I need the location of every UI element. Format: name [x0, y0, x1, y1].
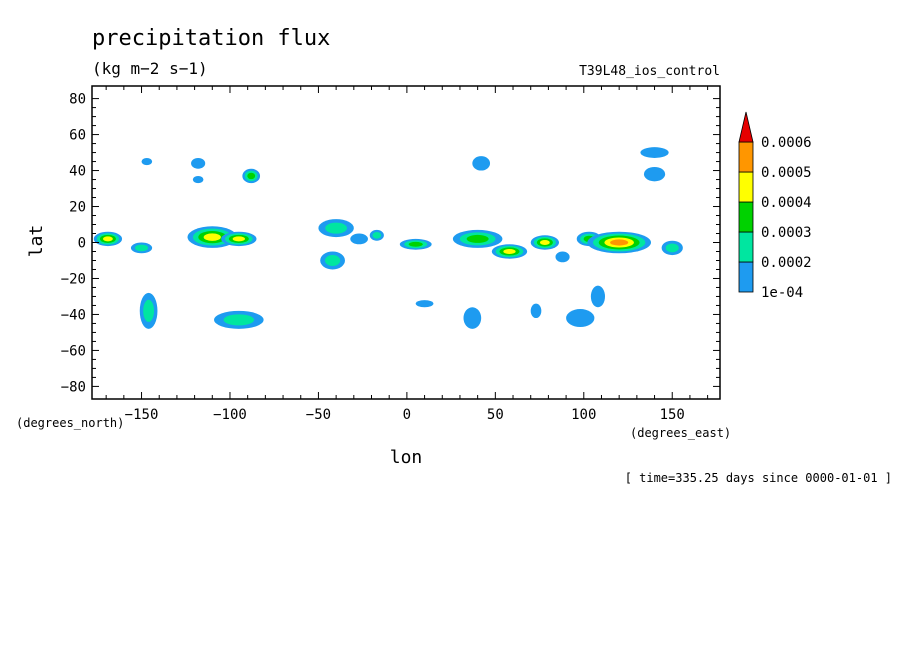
- contour-level-2: [135, 244, 149, 252]
- contour-level-1: [191, 157, 206, 169]
- contour-level-1: [472, 156, 491, 171]
- contour-level-2: [143, 299, 155, 322]
- precip-feature: [191, 157, 206, 169]
- precip-feature: [640, 147, 669, 158]
- y-tick-label: 80: [69, 92, 86, 108]
- colorbar-label: 0.0006: [761, 135, 812, 151]
- precip-feature: [661, 240, 683, 256]
- precip-feature: [318, 219, 354, 238]
- contour-level-3: [408, 241, 423, 247]
- precip-feature: [587, 231, 652, 254]
- y-tick-label: 40: [69, 164, 86, 180]
- colorbar-swatch: [738, 261, 754, 293]
- contour-level-1: [350, 233, 368, 245]
- x-tick-label: 100: [571, 407, 596, 423]
- y-tick-label: 60: [69, 128, 86, 144]
- contour-level-4: [503, 248, 516, 254]
- precip-feature: [214, 310, 264, 329]
- precip-feature: [93, 231, 123, 247]
- x-tick-label: 50: [487, 407, 504, 423]
- contour-level-2: [324, 254, 341, 267]
- colorbar-label: 0.0002: [761, 255, 812, 271]
- precip-feature: [463, 307, 482, 329]
- contour-level-1: [530, 303, 542, 319]
- y-tick-label: −40: [61, 307, 86, 323]
- contour-layer: [93, 147, 683, 329]
- x-tick-labels: −150 −100 −50 0 50 100 150: [125, 407, 685, 423]
- precip-feature: [643, 166, 666, 182]
- y-tick-label: −80: [61, 379, 86, 395]
- colorbar-label: 0.0003: [761, 225, 812, 241]
- contour-level-4: [539, 239, 550, 246]
- contour-level-1: [141, 157, 153, 166]
- precip-feature: [491, 244, 528, 259]
- contour-level-1: [555, 251, 570, 263]
- y-tick-label: −60: [61, 343, 86, 359]
- colorbar-swatch: [738, 201, 754, 233]
- precip-feature: [369, 229, 384, 241]
- contour-level-1: [640, 147, 669, 158]
- y-tick-labels: 80 60 40 20 0 −20 −40 −60 −80: [61, 92, 86, 396]
- colorbar-label: 0.0005: [761, 165, 812, 181]
- precip-feature: [139, 292, 158, 329]
- y-tick-label: −20: [61, 271, 86, 287]
- time-footer: [ time=335.25 days since 0000-01-01 ]: [625, 471, 892, 485]
- contour-level-3: [247, 172, 256, 180]
- precip-feature: [530, 235, 560, 250]
- contour-level-4: [102, 236, 113, 242]
- plot-frame: [91, 85, 721, 400]
- precip-feature: [221, 231, 257, 247]
- precip-feature: [141, 157, 153, 166]
- colorbar-extend-arrow: [738, 111, 754, 143]
- colorbar-swatch: [738, 141, 754, 173]
- x-tick-label: 0: [403, 407, 411, 423]
- precip-feature: [566, 309, 595, 328]
- contour-level-4: [203, 233, 221, 241]
- precip-feature: [399, 238, 432, 250]
- colorbar: 1e-04 0.0002 0.0003 0.0004 0.0005 0.0006: [738, 111, 812, 301]
- contour-level-2: [325, 222, 348, 234]
- precip-feature: [530, 303, 542, 319]
- y-tick-label: 0: [78, 236, 86, 252]
- precip-feature: [320, 251, 345, 270]
- precip-feature: [242, 168, 261, 184]
- colorbar-label: 0.0004: [761, 195, 812, 211]
- precip-feature: [350, 233, 368, 245]
- contour-level-1: [415, 300, 434, 308]
- chart-title: precipitation flux: [92, 26, 330, 51]
- x-tick-label: −150: [125, 407, 159, 423]
- precip-feature: [415, 300, 434, 308]
- chart-subtitle: T39L48_ios_control: [579, 64, 720, 79]
- precip-feature: [472, 156, 491, 171]
- contour-level-5: [610, 239, 629, 246]
- x-tick-label: −50: [306, 407, 331, 423]
- colorbar-swatch: [738, 231, 754, 263]
- contour-level-1: [643, 166, 666, 182]
- y-axis-label: lat: [26, 225, 47, 258]
- colorbar-label: 1e-04: [761, 285, 803, 301]
- precip-feature: [590, 285, 606, 308]
- contour-level-4: [232, 236, 245, 242]
- y-tick-label: 20: [69, 200, 86, 216]
- contour-level-1: [463, 307, 482, 329]
- contour-level-1: [590, 285, 606, 308]
- chart-units: (kg m−2 s−1): [92, 59, 208, 78]
- x-unit-label: (degrees_east): [630, 426, 731, 440]
- colorbar-swatch: [738, 171, 754, 203]
- precip-feature: [130, 242, 153, 254]
- contour-level-1: [192, 175, 204, 184]
- contour-level-2: [665, 243, 679, 253]
- x-tick-label: 150: [660, 407, 685, 423]
- contour-level-1: [566, 309, 595, 328]
- precip-feature: [192, 175, 204, 184]
- x-tick-label: −100: [213, 407, 247, 423]
- precip-feature: [555, 251, 570, 263]
- y-unit-label: (degrees_north): [16, 416, 124, 430]
- precip-feature: [452, 229, 503, 248]
- x-axis-label: lon: [390, 447, 423, 468]
- contour-level-2: [372, 231, 382, 239]
- contour-level-2: [223, 314, 255, 326]
- contour-level-3: [466, 234, 489, 243]
